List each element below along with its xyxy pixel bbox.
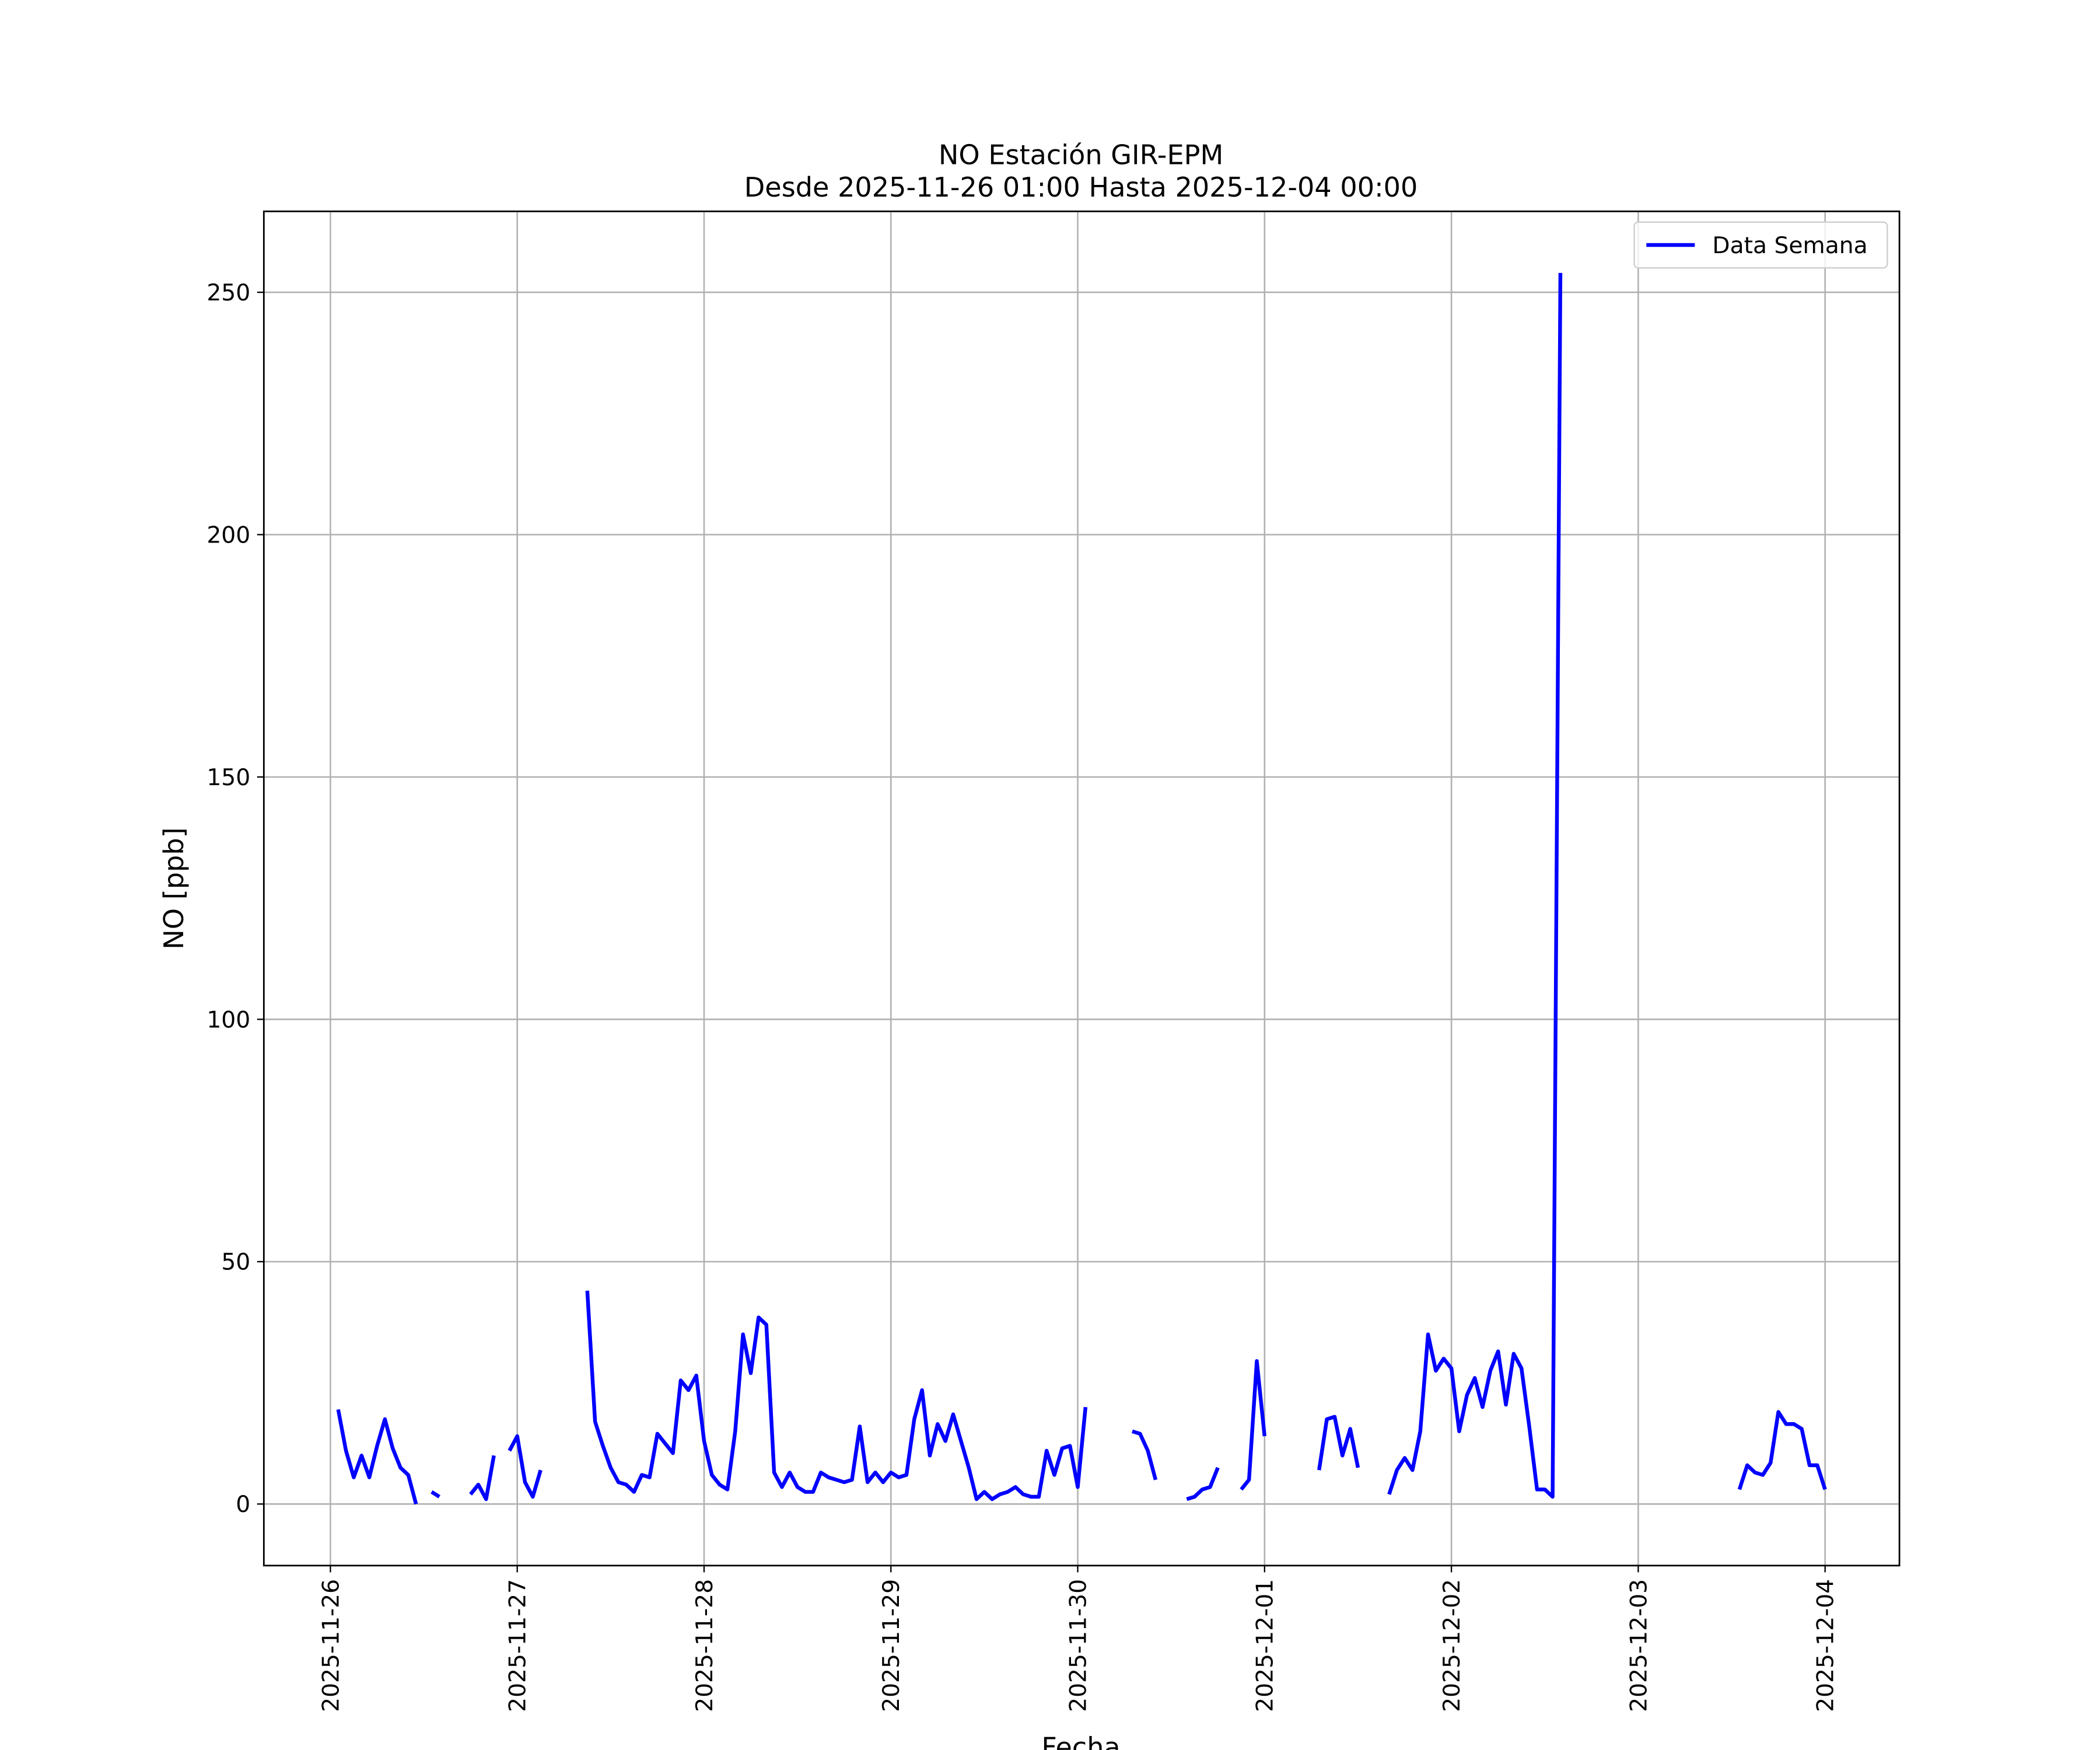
x-tick-label: 2025-11-28	[692, 1579, 718, 1712]
y-tick-label: 150	[206, 765, 250, 791]
legend-label: Data Semana	[1712, 233, 1867, 259]
y-tick-label: 200	[206, 522, 250, 548]
y-tick-label: 100	[206, 1007, 250, 1033]
x-tick-label: 2025-11-29	[878, 1579, 905, 1712]
x-axis-label: Fecha	[1041, 1732, 1120, 1750]
legend-box	[1633, 221, 1888, 269]
x-tick-label: 2025-12-01	[1252, 1579, 1279, 1712]
y-tick-label: 50	[221, 1250, 250, 1276]
x-tick-label: 2025-11-26	[318, 1579, 344, 1712]
data-line	[336, 272, 1827, 1505]
x-tick-label: 2025-11-30	[1065, 1579, 1091, 1712]
chart-subtitle: Desde 2025-11-26 01:00 Hasta 2025-12-04 …	[744, 172, 1418, 203]
y-tick-label: 250	[206, 280, 250, 306]
plot-frame	[262, 210, 1901, 1567]
x-tick-label: 2025-12-03	[1626, 1579, 1652, 1712]
y-tick-label: 0	[236, 1492, 250, 1518]
y-axis-label: NO [ppb]	[158, 827, 190, 949]
x-tick-label: 2025-11-27	[505, 1579, 531, 1712]
x-tick-label: 2025-12-02	[1439, 1579, 1465, 1712]
chart-title: NO Estación GIR-EPM	[939, 139, 1223, 171]
x-tick-label: 2025-12-04	[1813, 1579, 1839, 1712]
